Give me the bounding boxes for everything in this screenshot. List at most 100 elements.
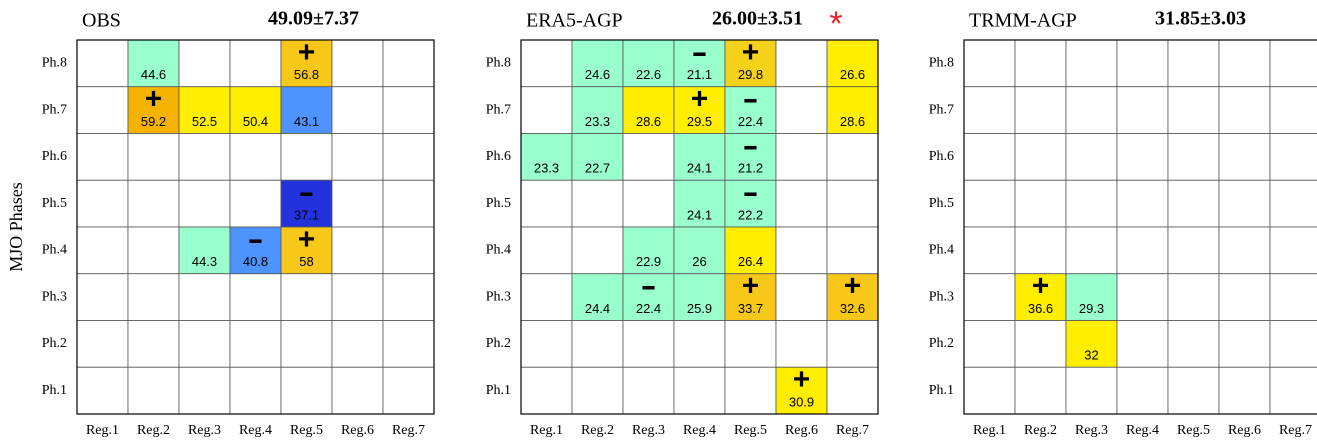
cell-empty	[826, 320, 879, 368]
cell-empty	[571, 320, 624, 368]
cell-empty	[571, 179, 624, 228]
cell-empty	[1218, 86, 1271, 134]
cell-value: 24.1	[687, 207, 712, 222]
cell	[280, 39, 333, 88]
column-label: Reg.4	[1126, 423, 1159, 438]
cell-empty	[1269, 366, 1317, 415]
panel: 24.6 22.6 21.1-29.8+26.623.3 28.6 29.5+22.4-…	[486, 5, 879, 438]
cell-empty	[331, 133, 384, 181]
cell-empty	[382, 179, 435, 228]
cell-empty	[1116, 39, 1169, 88]
cell-empty	[229, 273, 282, 321]
cell-empty	[724, 320, 777, 368]
cell-empty	[826, 133, 879, 181]
cell	[673, 86, 726, 134]
cell-empty	[280, 320, 333, 368]
cell-empty	[724, 366, 777, 415]
cell-empty	[178, 320, 231, 368]
column-label: Reg.4	[683, 423, 716, 438]
cell-empty	[520, 179, 573, 228]
cell-value: 33.7	[738, 301, 763, 316]
cell-empty	[331, 39, 384, 88]
cell-sign: -	[743, 176, 759, 209]
cell-sign: -	[743, 129, 759, 162]
cell-value: 59.2	[141, 114, 166, 129]
row-label: Ph.4	[929, 243, 954, 258]
column-label: Reg.7	[836, 423, 869, 438]
cell-empty	[1065, 39, 1118, 88]
panel-stat: 26.00±3.51	[712, 8, 803, 30]
cell-value: 30.9	[789, 394, 814, 409]
cell-value: 58	[299, 254, 313, 269]
cell-empty	[1014, 320, 1067, 368]
cell-empty	[1218, 226, 1271, 275]
row-label: Ph.1	[486, 383, 511, 398]
cell-empty	[1167, 320, 1220, 368]
column-label: Reg.3	[632, 423, 665, 438]
cell-empty	[178, 273, 231, 321]
cell-empty	[1014, 133, 1067, 181]
cell-empty	[1116, 273, 1169, 321]
cell-empty	[1065, 226, 1118, 275]
cell-value: 23.3	[585, 114, 610, 129]
row-label: Ph.3	[929, 289, 954, 304]
cell-sign: -	[692, 36, 708, 69]
panel-stat: 31.85±3.03	[1155, 8, 1246, 30]
cell-empty	[1167, 39, 1220, 88]
column-label: Reg.1	[86, 423, 119, 438]
cell-empty	[1269, 133, 1317, 181]
row-label: Ph.2	[42, 336, 67, 351]
cell-value: 44.6	[141, 67, 166, 82]
cell	[571, 86, 624, 134]
cell-empty	[127, 179, 180, 228]
cell	[673, 273, 726, 321]
cell-empty	[127, 226, 180, 275]
cell-empty	[229, 133, 282, 181]
cell-empty	[1065, 133, 1118, 181]
frame	[963, 39, 1317, 415]
cell-value: 22.9	[636, 254, 661, 269]
row-label: Ph.7	[486, 102, 511, 117]
cell-value: 29.8	[738, 67, 763, 82]
cell-value: 24.4	[585, 301, 610, 316]
cell-sign: -	[743, 82, 759, 115]
column-label: Reg.2	[1024, 423, 1057, 438]
cell-empty	[963, 226, 1016, 275]
cell-empty	[1269, 86, 1317, 134]
cell-empty	[963, 86, 1016, 134]
cell	[826, 86, 879, 134]
cell-empty	[1167, 86, 1220, 134]
cell-empty	[229, 39, 282, 88]
cell-empty	[963, 39, 1016, 88]
row-label: Ph.2	[486, 336, 511, 351]
panel-title: OBS	[82, 10, 121, 32]
cell-empty	[1167, 179, 1220, 228]
cell	[622, 226, 675, 275]
column-label: Reg.1	[530, 423, 563, 438]
cell-value: 22.2	[738, 207, 763, 222]
panel-title: TRMM-AGP	[969, 10, 1077, 32]
cell-value: 32.6	[840, 301, 865, 316]
cell-empty	[1065, 179, 1118, 228]
cell	[724, 39, 777, 88]
cell-empty	[1218, 39, 1271, 88]
cell-empty	[520, 226, 573, 275]
cell-empty	[178, 179, 231, 228]
cell-empty	[1167, 226, 1220, 275]
cell-empty	[382, 273, 435, 321]
cell-sign: +	[298, 36, 316, 69]
cell	[826, 39, 879, 88]
column-label: Reg.5	[290, 423, 323, 438]
cell-value: 40.8	[243, 254, 268, 269]
cell-empty	[775, 133, 828, 181]
significance-marker: *	[829, 5, 842, 43]
cell-value: 36.6	[1028, 301, 1053, 316]
cell	[673, 39, 726, 88]
cell-empty	[229, 179, 282, 228]
row-label: Ph.3	[42, 289, 67, 304]
cell	[622, 39, 675, 88]
column-label: Reg.2	[137, 423, 170, 438]
cell	[673, 133, 726, 181]
